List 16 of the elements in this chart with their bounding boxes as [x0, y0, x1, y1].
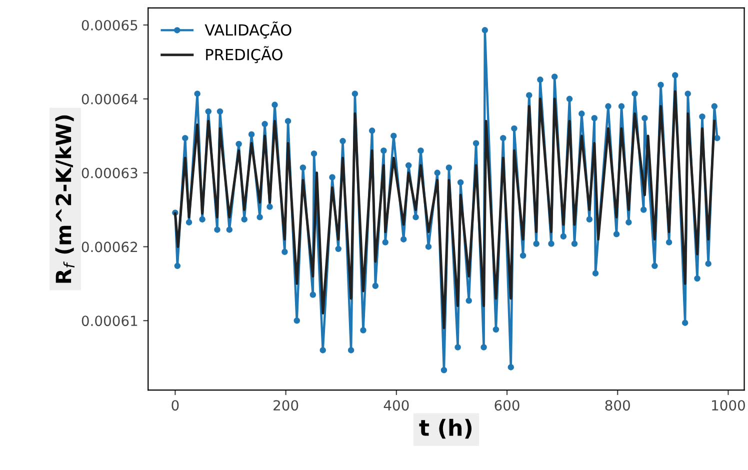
line-series [174, 90, 716, 330]
y-tick-label: 0.00065 [82, 20, 138, 30]
x-axis-title: t (h) [419, 418, 472, 439]
y-tick-label: 0.00064 [82, 94, 138, 104]
x-tick-label: 1000 [712, 400, 745, 411]
x-tick-label: 400 [384, 400, 409, 411]
y-axis-title: R$_{f}$ (m^2-K/kW) [55, 115, 74, 283]
x-tick-label: 0 [172, 400, 179, 411]
legend-label: PREDIÇÃO [206, 46, 282, 64]
y-tick-label: 0.00062 [82, 242, 137, 252]
x-tick-label: 200 [274, 400, 298, 411]
x-tick-label: 600 [494, 400, 520, 411]
x-tick-label: 800 [605, 400, 630, 411]
y-tick-label: 0.00061 [82, 316, 138, 326]
y-tick-label: 0.00063 [82, 168, 138, 178]
legend-label: VALIDAÇÃO [204, 22, 292, 38]
